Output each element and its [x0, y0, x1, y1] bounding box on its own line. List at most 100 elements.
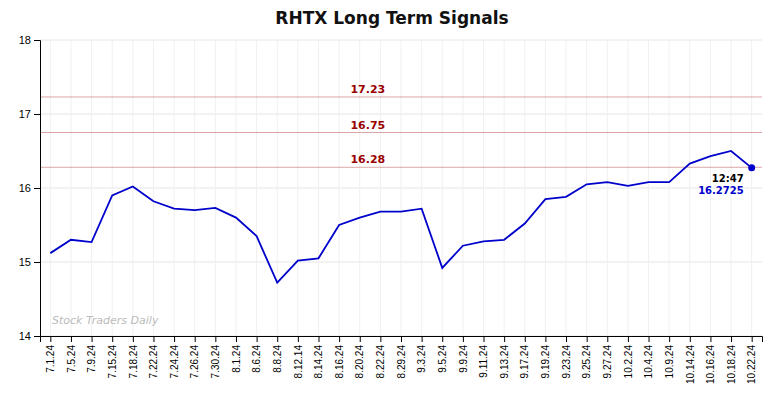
x-tick: 8.12.14	[293, 336, 304, 378]
x-tick-mark	[401, 336, 402, 342]
grid-line	[153, 40, 154, 336]
y-tick-mark	[34, 336, 40, 337]
x-tick-mark	[463, 336, 464, 342]
grid-line	[112, 40, 113, 336]
grid-line	[462, 40, 463, 336]
x-tick-mark	[50, 336, 51, 342]
grid-line	[524, 40, 525, 336]
x-tick-label: 7.30.24	[210, 345, 221, 379]
x-tick-mark	[628, 336, 629, 342]
y-tick: 14	[19, 330, 40, 342]
x-tick: 7.18.24	[128, 336, 139, 378]
x-tick-mark	[339, 336, 340, 342]
x-tick: 7.24.24	[169, 336, 180, 378]
end-time-label: 12:47	[712, 173, 744, 184]
x-tick-label: 8.20.24	[354, 345, 365, 379]
x-tick-label: 8.12.14	[293, 345, 304, 379]
x-tick-label: 10.22.24	[746, 345, 757, 384]
y-tick-label: 15	[19, 256, 31, 268]
plot: Stock Traders Daily17.2316.7516.2812:471…	[19, 34, 763, 384]
x-tick-label: 9.5.24	[437, 345, 448, 373]
x-tick: 10.2.24	[623, 336, 634, 378]
x-tick-mark	[153, 336, 154, 342]
x-tick-label: 7.18.24	[128, 345, 139, 379]
x-tick-label: 8.6.24	[251, 345, 262, 373]
x-tick: 8.8.24	[272, 336, 283, 373]
marks	[40, 97, 762, 283]
x-tick-label: 10.2.24	[623, 345, 634, 379]
x-tick-mark	[504, 336, 505, 342]
x-tick-mark	[257, 336, 258, 342]
x-tick: 9.13.24	[499, 336, 510, 378]
x-tick-mark	[422, 336, 423, 342]
x-tick: 9.11.24	[478, 336, 489, 378]
x-tick: 7.1.24	[45, 336, 56, 373]
x-tick-label: 8.16.24	[334, 345, 345, 379]
x-tick-label: 10.18.24	[726, 345, 737, 384]
x-tick: 8.22.24	[375, 336, 386, 378]
y-tick-label: 14	[19, 330, 31, 342]
grid-line	[627, 40, 628, 336]
grid-line	[504, 40, 505, 336]
x-tick-label: 9.23.24	[561, 345, 572, 379]
x-tick: 10.18.24	[726, 336, 737, 384]
x-tick: 10.9.24	[664, 336, 675, 378]
x-tick: 9.9.24	[458, 336, 469, 373]
resistance-label: 16.75	[350, 119, 385, 132]
end-price-label: 16.2725	[698, 185, 744, 196]
y-tick: 17	[19, 108, 40, 120]
x-tick-label: 7.1.24	[45, 345, 56, 373]
grid-line	[297, 40, 298, 336]
x-tick-label: 8.1.24	[231, 345, 242, 373]
x-tick: 9.3.24	[416, 336, 427, 373]
x-tick: 9.17.24	[519, 336, 530, 378]
x-tick-label: 8.8.24	[272, 345, 283, 373]
resistance-label: 17.23	[350, 83, 385, 96]
resistance-line	[40, 167, 762, 168]
x-tick-label: 10.4.24	[643, 345, 654, 379]
y-tick-mark	[34, 114, 40, 115]
x-tick-label: 9.25.24	[581, 345, 592, 379]
x-tick-label: 7.5.24	[66, 345, 77, 373]
x-axis-line	[41, 337, 763, 343]
x-tick: 7.9.24	[86, 336, 97, 373]
x-tick-label: 7.24.24	[169, 345, 180, 379]
x-tick-label: 9.11.24	[478, 345, 489, 378]
x-tick: 7.30.24	[210, 336, 221, 378]
grid-line	[318, 40, 319, 336]
x-tick-mark	[112, 336, 113, 342]
x-tick-mark	[710, 336, 711, 342]
x-tick-label: 10.9.24	[664, 345, 675, 379]
grid-line	[339, 40, 340, 336]
x-tick-label: 9.3.24	[416, 345, 427, 373]
x-tick: 8.29.24	[396, 336, 407, 378]
x-tick-mark	[298, 336, 299, 342]
grid-line	[483, 40, 484, 336]
y-tick-label: 18	[19, 34, 31, 46]
x-tick-label: 9.13.24	[499, 345, 510, 379]
y-tick-mark	[34, 262, 40, 263]
grid-line	[70, 40, 71, 336]
x-tick-mark	[236, 336, 237, 342]
x-tick: 9.5.24	[437, 336, 448, 373]
x-tick-label: 9.19.24	[540, 345, 551, 379]
x-tick-label: 7.22.24	[148, 345, 159, 379]
x-tick-mark	[195, 336, 196, 342]
x-tick-label: 8.29.24	[396, 345, 407, 379]
x-tick-mark	[545, 336, 546, 342]
grid-line	[442, 40, 443, 336]
x-tick-label: 7.15.24	[107, 345, 118, 379]
y-tick: 16	[19, 182, 40, 194]
x-tick-label: 8.14.24	[313, 345, 324, 379]
x-tick: 9.25.24	[581, 336, 592, 378]
x-tick: 10.16.24	[705, 336, 716, 384]
x-tick: 8.14.24	[313, 336, 324, 378]
grid-line	[669, 40, 670, 336]
x-tick-mark	[669, 336, 670, 342]
x-tick-mark	[525, 336, 526, 342]
x-tick-mark	[360, 336, 361, 342]
x-tick: 8.20.24	[354, 336, 365, 378]
x-tick-mark	[752, 336, 753, 342]
x-tick-label: 9.9.24	[458, 345, 469, 373]
grid-line	[401, 40, 402, 336]
